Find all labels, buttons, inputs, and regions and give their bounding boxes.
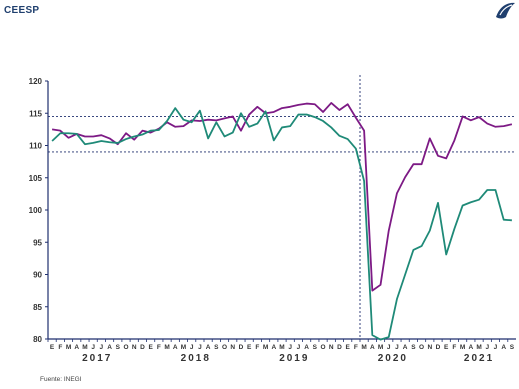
x-month-label: A bbox=[468, 344, 473, 351]
x-month-label: F bbox=[354, 344, 358, 351]
x-month-label: J bbox=[297, 344, 301, 351]
x-month-label: J bbox=[100, 344, 104, 351]
x-month-label: O bbox=[321, 344, 326, 351]
x-month-label: F bbox=[255, 344, 259, 351]
reference-lines bbox=[48, 75, 516, 339]
x-month-label: N bbox=[329, 344, 334, 351]
x-month-label: S bbox=[510, 344, 515, 351]
x-month-label: O bbox=[123, 344, 128, 351]
x-month-label: E bbox=[247, 344, 252, 351]
x-month-label: D bbox=[239, 344, 244, 351]
x-month-label: M bbox=[263, 344, 268, 351]
x-month-label: A bbox=[74, 344, 79, 351]
x-month-label: F bbox=[58, 344, 62, 351]
x-month-label: M bbox=[460, 344, 465, 351]
x-month-label: D bbox=[140, 344, 145, 351]
x-month-label: J bbox=[494, 344, 498, 351]
x-month-label: S bbox=[116, 344, 121, 351]
x-month-label: A bbox=[173, 344, 178, 351]
x-month-label: A bbox=[403, 344, 408, 351]
x-month-label: J bbox=[198, 344, 202, 351]
series-lines bbox=[51, 102, 513, 341]
x-month-label: M bbox=[279, 344, 284, 351]
x-month-label: J bbox=[288, 344, 292, 351]
x-month-label: F bbox=[157, 344, 161, 351]
series-line-0 bbox=[51, 102, 513, 292]
x-month-label: E bbox=[444, 344, 449, 351]
source-note: Fuente: INEGI bbox=[40, 376, 82, 383]
x-month-label: M bbox=[378, 344, 383, 351]
x-month-label: J bbox=[91, 344, 95, 351]
x-month-label: S bbox=[313, 344, 318, 351]
x-month-label: J bbox=[485, 344, 489, 351]
y-tick-labels: 80 85 90 95 100 105 110 115 120 bbox=[29, 77, 43, 344]
x-month-label: M bbox=[476, 344, 481, 351]
x-month-label: A bbox=[107, 344, 112, 351]
x-month-label: M bbox=[181, 344, 186, 351]
x-year-label: 2017 bbox=[82, 353, 112, 364]
x-year-label: 2021 bbox=[464, 353, 494, 364]
y-tick-label: 100 bbox=[29, 206, 43, 215]
x-month-label: S bbox=[214, 344, 219, 351]
x-month-label: E bbox=[148, 344, 153, 351]
brand-name: CEESP bbox=[4, 5, 40, 16]
x-month-label: S bbox=[411, 344, 416, 351]
y-tick-label: 95 bbox=[33, 238, 42, 247]
x-month-label: M bbox=[66, 344, 71, 351]
x-month-label: A bbox=[501, 344, 506, 351]
y-tick-label: 115 bbox=[29, 109, 42, 118]
x-year-label: 2020 bbox=[378, 353, 408, 364]
x-year-label: 2018 bbox=[181, 353, 211, 364]
y-tick-label: 90 bbox=[33, 271, 42, 280]
x-month-label: N bbox=[132, 344, 137, 351]
x-month-label: J bbox=[190, 344, 194, 351]
y-tick-label: 105 bbox=[29, 174, 43, 183]
y-tick-label: 120 bbox=[29, 77, 43, 86]
x-month-label: E bbox=[346, 344, 351, 351]
x-month-label: A bbox=[206, 344, 211, 351]
x-month-label: J bbox=[395, 344, 399, 351]
x-month-label: D bbox=[337, 344, 342, 351]
x-month-label: M bbox=[361, 344, 366, 351]
x-month-label: N bbox=[230, 344, 235, 351]
x-month-label: A bbox=[304, 344, 309, 351]
y-tick-label: 85 bbox=[33, 303, 42, 312]
x-month-label: A bbox=[271, 344, 276, 351]
x-month-label: M bbox=[82, 344, 87, 351]
y-tick-label: 110 bbox=[29, 142, 42, 151]
x-month-label: F bbox=[452, 344, 456, 351]
y-tick-label: 80 bbox=[33, 335, 42, 344]
x-year-label: 2019 bbox=[279, 353, 309, 364]
x-month-label: O bbox=[419, 344, 424, 351]
x-month-label: O bbox=[222, 344, 227, 351]
logo-icon bbox=[496, 2, 515, 19]
series-line-1 bbox=[51, 107, 512, 341]
axes bbox=[45, 80, 516, 342]
x-month-label: J bbox=[387, 344, 391, 351]
x-month-label: M bbox=[164, 344, 169, 351]
x-month-label: N bbox=[427, 344, 432, 351]
x-month-label: E bbox=[50, 344, 55, 351]
x-month-label: A bbox=[370, 344, 375, 351]
x-month-label: D bbox=[436, 344, 441, 351]
